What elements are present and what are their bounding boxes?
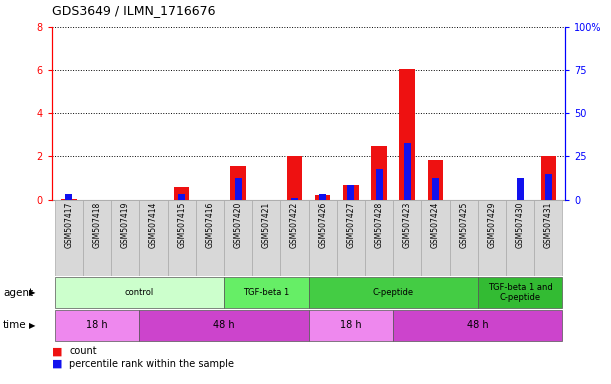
Text: TGF-beta 1 and
C-peptide: TGF-beta 1 and C-peptide — [488, 283, 552, 303]
Bar — [347, 185, 354, 200]
Bar — [139, 200, 167, 276]
Text: GSM507430: GSM507430 — [516, 202, 525, 248]
Bar — [287, 157, 302, 200]
Bar — [393, 310, 562, 341]
Text: GSM507415: GSM507415 — [177, 202, 186, 248]
Bar — [196, 200, 224, 276]
Text: GSM507417: GSM507417 — [64, 202, 73, 248]
Text: 48 h: 48 h — [467, 320, 489, 331]
Text: agent: agent — [3, 288, 33, 298]
Bar — [404, 142, 411, 200]
Text: GSM507425: GSM507425 — [459, 202, 468, 248]
Bar — [545, 174, 552, 200]
Bar — [309, 277, 478, 308]
Bar — [315, 195, 331, 200]
Bar — [541, 157, 556, 200]
Text: GSM507431: GSM507431 — [544, 202, 553, 248]
Bar — [55, 310, 139, 341]
Text: ■: ■ — [52, 359, 62, 369]
Bar — [428, 160, 443, 200]
Text: TGF-beta 1: TGF-beta 1 — [243, 288, 290, 297]
Bar — [343, 185, 359, 200]
Bar — [178, 194, 185, 200]
Text: GSM507426: GSM507426 — [318, 202, 327, 248]
Text: GDS3649 / ILMN_1716676: GDS3649 / ILMN_1716676 — [52, 4, 216, 17]
Text: ▶: ▶ — [29, 321, 36, 330]
Bar — [422, 200, 450, 276]
Text: control: control — [125, 288, 154, 297]
Bar — [65, 194, 72, 200]
Text: GSM507414: GSM507414 — [149, 202, 158, 248]
Text: GSM507421: GSM507421 — [262, 202, 271, 248]
Text: count: count — [69, 346, 97, 356]
Bar — [224, 200, 252, 276]
Text: GSM507420: GSM507420 — [233, 202, 243, 248]
Bar — [478, 277, 562, 308]
Bar — [111, 200, 139, 276]
Text: 18 h: 18 h — [86, 320, 108, 331]
Bar — [139, 310, 309, 341]
Bar — [55, 277, 224, 308]
Text: GSM507419: GSM507419 — [121, 202, 130, 248]
Text: percentile rank within the sample: percentile rank within the sample — [69, 359, 234, 369]
Bar — [291, 198, 298, 200]
Bar — [55, 200, 83, 276]
Bar — [235, 178, 241, 200]
Text: GSM507422: GSM507422 — [290, 202, 299, 248]
Text: 18 h: 18 h — [340, 320, 362, 331]
Text: GSM507418: GSM507418 — [92, 202, 101, 248]
Bar — [280, 200, 309, 276]
Bar — [319, 194, 326, 200]
Bar — [309, 310, 393, 341]
Bar — [516, 178, 524, 200]
Bar — [371, 146, 387, 200]
Bar — [478, 200, 506, 276]
Bar — [376, 169, 382, 200]
Text: GSM507423: GSM507423 — [403, 202, 412, 248]
Bar — [450, 200, 478, 276]
Text: ■: ■ — [52, 346, 62, 356]
Text: 48 h: 48 h — [213, 320, 235, 331]
Bar — [337, 200, 365, 276]
Bar — [167, 200, 196, 276]
Text: GSM507427: GSM507427 — [346, 202, 356, 248]
Bar — [400, 69, 415, 200]
Bar — [534, 200, 562, 276]
Bar — [506, 200, 534, 276]
Text: GSM507428: GSM507428 — [375, 202, 384, 248]
Bar — [393, 200, 422, 276]
Bar — [174, 187, 189, 200]
Bar — [61, 199, 76, 200]
Bar — [365, 200, 393, 276]
Bar — [432, 178, 439, 200]
Bar — [83, 200, 111, 276]
Text: ▶: ▶ — [29, 288, 36, 297]
Bar — [252, 200, 280, 276]
Bar — [224, 277, 309, 308]
Text: GSM507424: GSM507424 — [431, 202, 440, 248]
Text: time: time — [3, 320, 27, 331]
Bar — [230, 166, 246, 200]
Text: C-peptide: C-peptide — [373, 288, 414, 297]
Bar — [309, 200, 337, 276]
Text: GSM507416: GSM507416 — [205, 202, 214, 248]
Text: GSM507429: GSM507429 — [488, 202, 496, 248]
